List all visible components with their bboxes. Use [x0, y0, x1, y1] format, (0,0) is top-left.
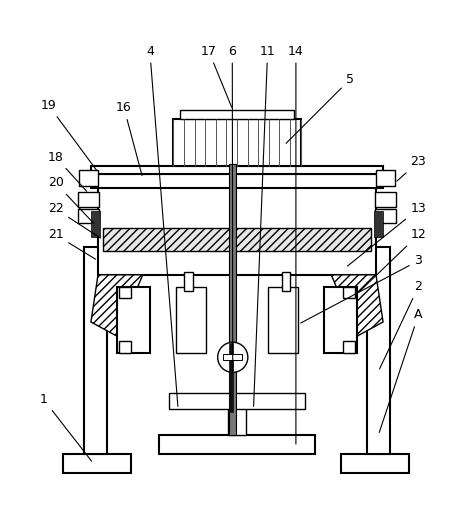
Text: 13: 13 — [347, 202, 426, 266]
Circle shape — [218, 342, 248, 372]
Bar — [282, 272, 290, 291]
Bar — [119, 341, 131, 353]
Bar — [268, 287, 298, 353]
Bar — [343, 341, 355, 353]
Text: 6: 6 — [228, 45, 236, 373]
Bar — [78, 209, 99, 223]
Bar — [84, 247, 108, 454]
Bar — [91, 174, 383, 188]
Text: 16: 16 — [116, 101, 142, 176]
Text: 2: 2 — [380, 280, 422, 369]
Bar — [176, 287, 206, 353]
Text: 4: 4 — [146, 45, 178, 407]
Bar — [229, 343, 233, 412]
Text: 18: 18 — [48, 151, 87, 191]
Text: 23: 23 — [397, 155, 426, 181]
Bar — [343, 287, 355, 298]
Bar — [119, 287, 131, 298]
Bar — [324, 287, 357, 353]
Polygon shape — [331, 275, 383, 336]
Text: 20: 20 — [48, 177, 94, 223]
Bar — [341, 454, 409, 473]
Bar — [78, 193, 99, 206]
Text: 21: 21 — [48, 228, 96, 259]
Text: 1: 1 — [40, 393, 91, 461]
Bar — [374, 211, 383, 237]
Bar — [79, 170, 98, 186]
Polygon shape — [91, 275, 143, 336]
Bar — [375, 209, 396, 223]
Bar — [91, 166, 383, 174]
Bar — [173, 119, 301, 166]
Text: 12: 12 — [359, 228, 426, 292]
Bar — [223, 354, 242, 359]
Bar — [229, 164, 236, 435]
Bar — [98, 181, 376, 275]
Bar — [228, 407, 246, 435]
Text: 3: 3 — [301, 254, 422, 323]
Bar — [375, 193, 396, 206]
Bar — [366, 247, 390, 454]
Text: 19: 19 — [41, 99, 96, 170]
Bar — [159, 435, 315, 454]
Text: 11: 11 — [254, 45, 275, 407]
Bar — [91, 211, 100, 237]
Bar — [376, 170, 395, 186]
Bar — [184, 272, 193, 291]
Text: 14: 14 — [288, 45, 304, 444]
Bar — [169, 393, 305, 409]
Bar — [117, 287, 150, 353]
Text: 22: 22 — [48, 202, 100, 238]
Bar — [103, 228, 371, 251]
Text: A: A — [379, 308, 423, 433]
Bar — [63, 454, 131, 473]
Bar — [181, 110, 293, 119]
Text: 5: 5 — [286, 73, 354, 143]
Text: 17: 17 — [201, 45, 232, 108]
